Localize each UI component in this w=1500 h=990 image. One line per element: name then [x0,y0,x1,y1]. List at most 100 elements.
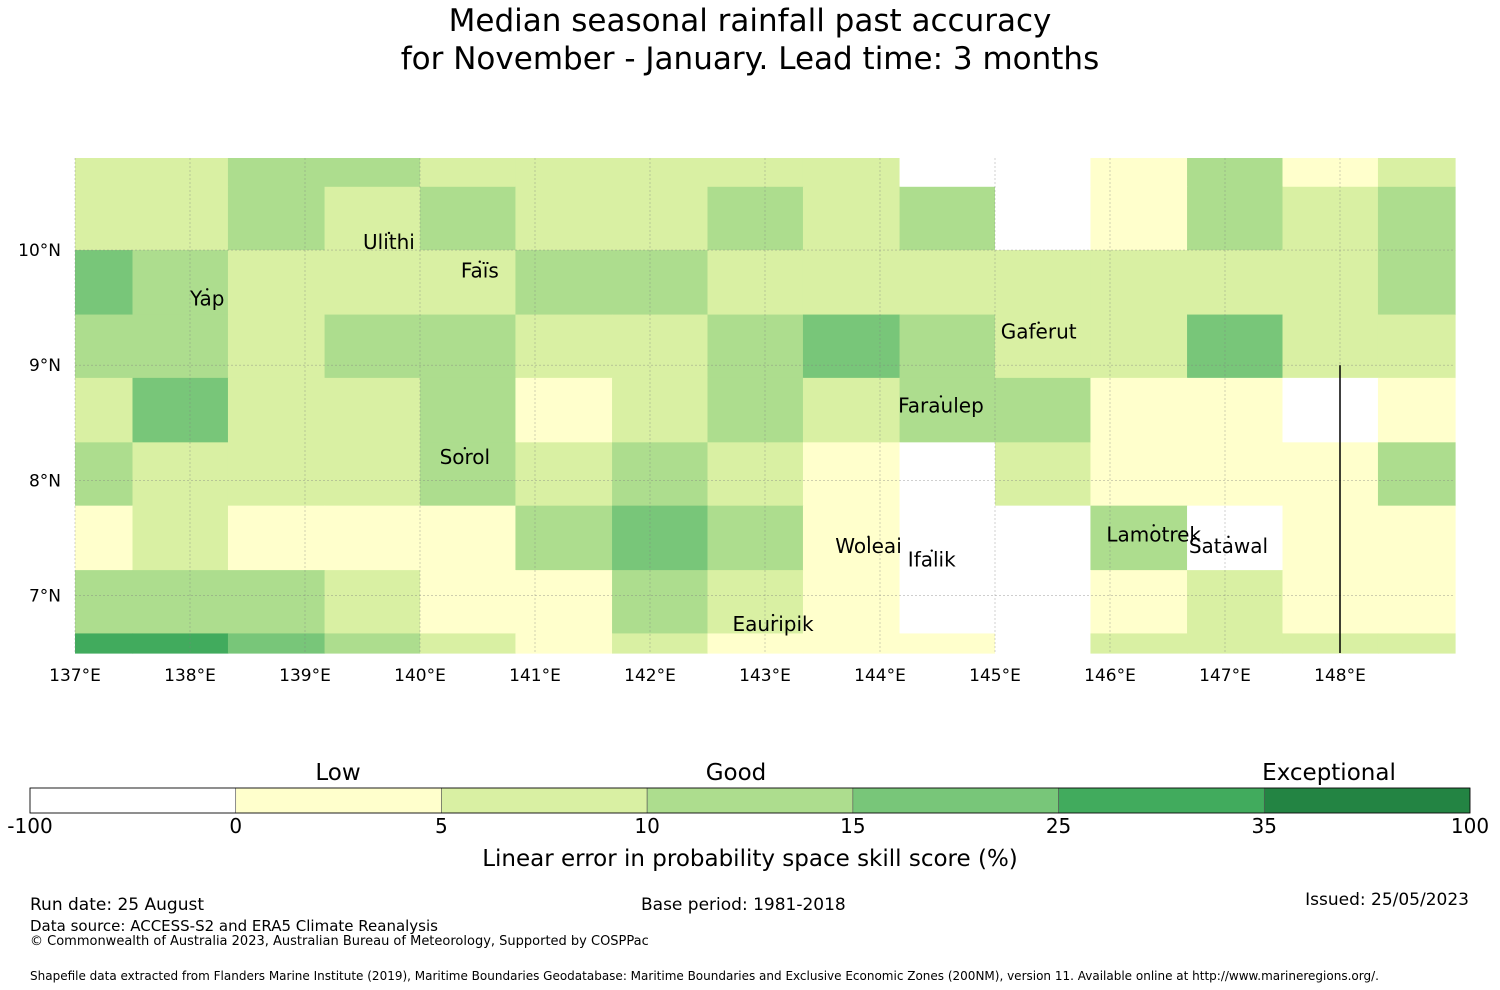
skill-cell [75,250,134,316]
colorbar-tick-label: 100 [1450,814,1490,838]
skill-cell [132,570,229,635]
skill-cell [75,186,134,251]
skill-cell [420,377,517,443]
colorbar-segment [1263,787,1471,814]
skill-cell [1090,314,1188,379]
skill-cell [1090,570,1188,635]
skill-cell [227,158,326,188]
skill-cell [420,314,517,379]
lon-tick-label: 142°E [624,666,676,686]
skill-cell [1282,505,1379,571]
colorbar-tick-label: 10 [634,814,660,838]
skill-cell [612,377,709,443]
skill-cell [324,158,421,188]
skill-cell [227,314,326,379]
lon-tick-label: 138°E [164,666,216,686]
skill-cell [420,158,517,188]
skill-cell [707,633,804,654]
skill-cell [1090,186,1188,251]
category-good-label: Good [705,760,767,786]
skill-cell [1377,314,1456,379]
skill-cell [995,186,1092,251]
place-label: Woleai [835,534,902,558]
skill-cell [995,377,1092,443]
skill-cell [1187,633,1284,654]
skill-cell [707,158,804,188]
skill-cell [612,570,709,635]
skill-cell [802,314,901,379]
skill-cell [707,377,804,443]
skill-cell [515,633,613,654]
skill-cell [324,570,421,635]
skill-cell [515,505,613,571]
island-marker [478,260,481,263]
skill-cell [515,314,613,379]
skill-cell [899,442,996,507]
skill-cell [707,570,804,635]
colorbar-tick-label: 5 [435,814,448,838]
skill-cell [1282,314,1379,379]
skill-cell [612,186,709,251]
colorbar-frame [29,787,1471,814]
skill-cell [75,442,134,507]
skill-cell [612,505,709,571]
skill-cell [75,158,134,188]
map-title-line2: for November - January. Lead time: 3 mon… [400,41,1100,77]
skill-cell [227,186,326,251]
skill-cell [515,250,613,316]
skill-cell [75,377,134,443]
lat-tick-label: 10°N [18,241,61,261]
place-label: Yap [189,286,224,310]
skill-cell [132,377,229,443]
skill-cell [707,505,804,571]
copyright-notice: © Commonwealth of Australia 2023, Austra… [30,934,649,949]
lon-tick-label: 141°E [509,666,561,686]
skill-cell [802,505,901,571]
lon-tick-label: 146°E [1084,666,1136,686]
lat-tick-label: 7°N [29,586,61,606]
island-marker [930,549,933,552]
skill-cell [515,186,613,251]
skill-cell [995,250,1092,316]
place-label: Gaferut [1001,320,1077,344]
skill-cell [1377,158,1456,188]
skill-cell [1282,442,1379,507]
skill-score-map: 137°E 138°E 139°E 140°E 141°E 142°E 143°E 144°E… [18,158,1456,686]
colorbar-tick-label: 15 [840,814,866,838]
skill-cell [132,158,229,188]
skill-cell [995,158,1092,188]
colorbar-segment [646,787,854,814]
skill-cell [515,377,613,443]
skill-cell [420,570,517,635]
skill-cell [1377,186,1456,251]
skill-cell [802,186,901,251]
skill-cell [420,186,517,251]
skill-cell [899,186,996,251]
skill-cell [802,442,901,507]
place-label: Satawal [1189,534,1268,558]
skill-cell [515,158,613,188]
lon-tick-label: 140°E [394,666,446,686]
place-label: Eauripik [732,612,814,636]
skill-cell [612,250,709,316]
skill-cell [899,505,996,571]
skill-cell [899,570,996,635]
lat-tick-label: 8°N [29,471,61,491]
lon-tick-label: 139°E [279,666,331,686]
skill-cell [1377,570,1456,635]
skill-cell [899,633,996,654]
skill-cell [612,442,709,507]
colorbar-segment [1058,787,1265,814]
place-label: Lamotrek [1106,522,1201,546]
skill-cell [1282,570,1379,635]
skill-cell [1282,250,1379,316]
colorbar-segment [852,787,1059,814]
island-marker [206,288,209,291]
skill-cell [899,314,996,379]
place-label: Faïs [461,259,499,283]
skill-cell [227,377,326,443]
skill-cell [420,505,517,571]
skill-cell [227,633,326,654]
skill-cell [995,633,1092,654]
lon-tick-label: 145°E [969,666,1021,686]
